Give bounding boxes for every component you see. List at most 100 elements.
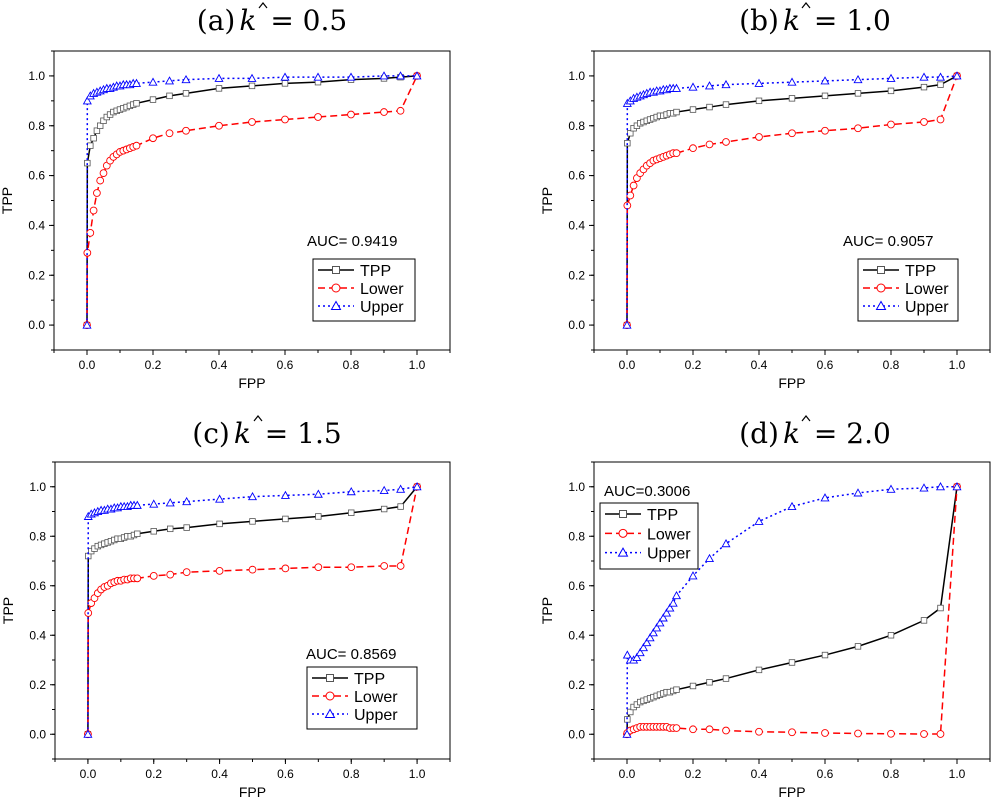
y-tick-label: 0.4 bbox=[568, 218, 585, 232]
panel-d: (d) k = 2.0 0.0 0.2 0.4 0.6 0.8 1.0 0.0 0.2 0.4 0.6 0… bbox=[539, 415, 991, 800]
y-axis-label: TPP bbox=[539, 597, 555, 624]
legend-label: TPP bbox=[647, 507, 678, 524]
x-tick-label: 0.6 bbox=[817, 767, 834, 781]
title-prefix: (d) bbox=[739, 417, 779, 450]
legend-label: Upper bbox=[354, 707, 398, 724]
panel-title: (d) k = 2.0 bbox=[739, 417, 891, 450]
title-value: = 0.5 bbox=[270, 4, 347, 37]
title-variable: k bbox=[239, 4, 256, 37]
x-tick-label: 0.0 bbox=[619, 358, 636, 372]
legend-label: Lower bbox=[360, 281, 404, 298]
x-tick-label: 0.8 bbox=[343, 767, 360, 781]
y-tick-label: 0.2 bbox=[28, 268, 45, 282]
series-line-upper bbox=[622, 482, 962, 738]
auc-annotation: AUC= 0.9057 bbox=[843, 233, 933, 250]
legend-marker bbox=[875, 300, 887, 310]
title-value: = 1.5 bbox=[265, 417, 342, 450]
y-tick-label: 1.0 bbox=[29, 480, 46, 494]
panel-title: (c) k = 1.5 bbox=[192, 417, 341, 450]
y-tick-label: 0.8 bbox=[568, 119, 585, 133]
x-tick-label: 0.8 bbox=[343, 358, 360, 372]
y-tick-label: 0.0 bbox=[29, 727, 46, 741]
y-tick-label: 1.0 bbox=[28, 69, 45, 83]
legend-label: TPP bbox=[354, 671, 385, 688]
legend-label: Upper bbox=[905, 299, 949, 316]
y-axis-label: TPP bbox=[0, 187, 15, 214]
legend-label: TPP bbox=[360, 263, 391, 280]
y-tick-label: 0.6 bbox=[568, 579, 585, 593]
y-tick-label: 0.8 bbox=[568, 529, 585, 543]
legend-marker bbox=[618, 528, 628, 538]
y-tick-label: 0.4 bbox=[28, 218, 45, 232]
x-tick-label: 0.6 bbox=[277, 767, 294, 781]
x-axis-label: FPP bbox=[239, 784, 266, 800]
legend-marker bbox=[330, 300, 342, 310]
x-tick-label: 0.4 bbox=[751, 767, 768, 781]
legend-marker bbox=[324, 708, 336, 718]
y-tick-label: 0.6 bbox=[29, 579, 46, 593]
auc-annotation: AUC=0.3006 bbox=[604, 483, 690, 500]
y-tick-label: 0.2 bbox=[568, 268, 585, 282]
legend-label: Lower bbox=[647, 526, 691, 543]
legend-marker bbox=[332, 266, 340, 274]
title-prefix: (a) bbox=[197, 4, 236, 37]
series-line-upper bbox=[622, 71, 962, 329]
x-tick-label: 0.8 bbox=[883, 358, 900, 372]
series-line-upper bbox=[82, 71, 422, 329]
panel-c: (c) k = 1.5 0.0 0.2 0.4 0.6 0.8 1.0 0.0 0.2 0.4 0.6 0… bbox=[0, 415, 451, 800]
y-tick-label: 0.0 bbox=[28, 318, 45, 332]
legend-label: Upper bbox=[647, 546, 691, 563]
legend-label: Lower bbox=[905, 281, 949, 298]
title-variable: k bbox=[783, 4, 800, 37]
x-tick-label: 0.0 bbox=[80, 767, 97, 781]
y-tick-label: 1.0 bbox=[568, 480, 585, 494]
x-axis-label: FPP bbox=[778, 375, 805, 391]
legend-label: Upper bbox=[360, 299, 404, 316]
legend-marker bbox=[331, 283, 341, 293]
x-tick-label: 0.2 bbox=[685, 767, 702, 781]
y-tick-label: 0.4 bbox=[568, 628, 585, 642]
y-tick-label: 0.6 bbox=[28, 169, 45, 183]
x-axis-label: FPP bbox=[238, 375, 265, 391]
x-tick-label: 0.0 bbox=[619, 767, 636, 781]
y-axis-label: TPP bbox=[0, 597, 16, 624]
x-tick-label: 1.0 bbox=[409, 358, 426, 372]
title-prefix: (b) bbox=[739, 4, 779, 37]
panel-title: (a) k = 0.5 bbox=[197, 4, 347, 37]
y-tick-label: 0.2 bbox=[29, 678, 46, 692]
x-tick-label: 0.8 bbox=[883, 767, 900, 781]
legend-box bbox=[312, 258, 416, 322]
x-tick-label: 0.0 bbox=[79, 358, 96, 372]
x-tick-label: 1.0 bbox=[949, 358, 966, 372]
y-tick-label: 0.0 bbox=[568, 318, 585, 332]
x-tick-label: 0.6 bbox=[277, 358, 294, 372]
x-tick-label: 0.2 bbox=[145, 767, 162, 781]
x-tick-label: 1.0 bbox=[409, 767, 426, 781]
x-axis-label: FPP bbox=[778, 784, 805, 800]
y-axis-label: TPP bbox=[539, 187, 555, 214]
legend-marker bbox=[617, 547, 629, 557]
title-value: = 1.0 bbox=[814, 4, 891, 37]
panel-title: (b) k = 1.0 bbox=[739, 4, 891, 37]
hat-accent bbox=[801, 415, 811, 422]
title-prefix: (c) bbox=[192, 417, 230, 450]
series-line-upper bbox=[83, 482, 422, 738]
x-tick-label: 0.2 bbox=[685, 358, 702, 372]
y-tick-label: 0.8 bbox=[29, 529, 46, 543]
auc-annotation: AUC= 0.8569 bbox=[306, 646, 396, 663]
title-value: = 2.0 bbox=[814, 417, 891, 450]
y-tick-label: 0.0 bbox=[568, 727, 585, 741]
hat-accent bbox=[801, 2, 811, 9]
auc-annotation: AUC= 0.9419 bbox=[307, 233, 397, 250]
panel-b: (b) k = 1.0 0.0 0.2 0.4 0.6 0.8 1.0 0.0 0.2 0.4 0.6 0… bbox=[539, 2, 991, 391]
y-tick-label: 0.2 bbox=[568, 678, 585, 692]
y-tick-label: 0.4 bbox=[29, 628, 46, 642]
title-variable: k bbox=[234, 417, 251, 450]
x-tick-label: 0.2 bbox=[145, 358, 162, 372]
x-tick-label: 0.4 bbox=[751, 358, 768, 372]
y-tick-label: 0.8 bbox=[28, 119, 45, 133]
x-tick-label: 0.4 bbox=[211, 767, 228, 781]
legend-marker bbox=[325, 691, 335, 701]
legend-marker bbox=[877, 266, 885, 274]
